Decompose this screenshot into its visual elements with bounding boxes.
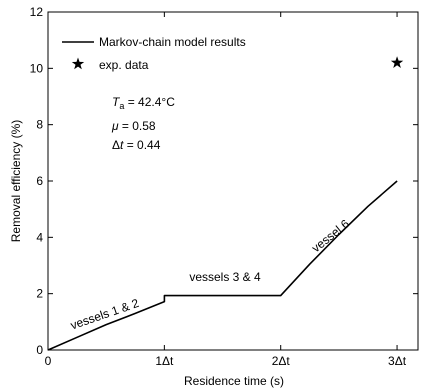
y-tick-label: 12	[30, 5, 44, 19]
param-ta-symbol: T	[112, 95, 121, 109]
param-dt: Δt = 0.44	[112, 138, 161, 152]
y-axis-label: Removal efficiency (%)	[9, 120, 23, 242]
x-tick-label: 2Δt	[272, 354, 291, 368]
param-mu-value: = 0.58	[119, 119, 156, 133]
legend: Markov-chain model results exp. data	[62, 35, 246, 72]
x-axis-label: Residence time (s)	[184, 374, 284, 388]
segment-label-vessels-1-2: vessels 1 & 2	[69, 296, 141, 333]
legend-star-marker	[71, 57, 85, 70]
y-tick-label: 6	[36, 174, 43, 188]
x-tick-label: 1Δt	[155, 354, 174, 368]
model-result-line	[47, 180, 398, 351]
y-tick-label: 0	[36, 343, 43, 357]
param-dt-variable: t	[120, 138, 124, 152]
legend-marker-label: exp. data	[99, 58, 149, 72]
y-tick-label: 8	[36, 118, 43, 132]
x-tick-label: 3Δt	[388, 354, 407, 368]
y-tick-label: 2	[36, 287, 43, 301]
param-mu-symbol: μ	[111, 119, 119, 133]
param-ta-subscript: a	[119, 101, 124, 111]
param-mu: μ = 0.58	[111, 119, 156, 133]
x-axis: 0 1Δt 2Δt 3Δt	[45, 12, 407, 368]
param-dt-value: = 0.44	[123, 138, 160, 152]
param-ta-value: = 42.4°C	[124, 95, 175, 109]
param-dt-delta: Δ	[112, 138, 120, 152]
y-tick-label: 4	[36, 230, 43, 244]
y-axis: 0 2 4 6 8 10 12	[30, 5, 418, 357]
legend-line-label: Markov-chain model results	[99, 35, 246, 49]
param-ta: Ta = 42.4°C	[112, 95, 175, 111]
y-tick-label: 10	[30, 61, 44, 75]
parameters: Ta = 42.4°C μ = 0.58 Δt = 0.44	[111, 95, 175, 152]
segment-label-vessels-3-4: vessels 3 & 4	[189, 270, 261, 284]
series-layer	[47, 56, 404, 351]
x-tick-label: 0	[45, 354, 52, 368]
segment-label-vessel-6: vessel 6	[309, 216, 352, 255]
exp-data-point	[390, 56, 404, 68]
